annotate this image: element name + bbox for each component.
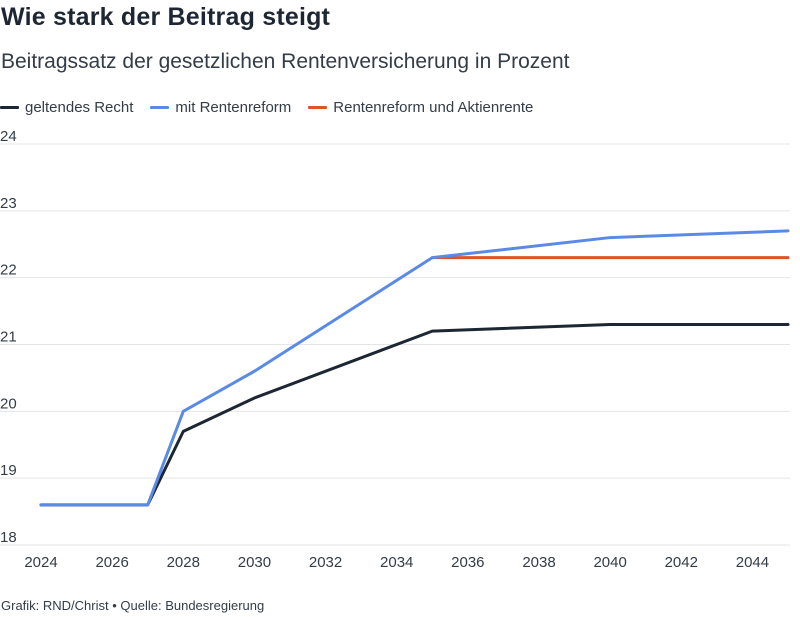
source-credit: Grafik: RND/Christ • Quelle: Bundesregie…: [1, 598, 265, 613]
x-tick-label: 2028: [167, 554, 200, 571]
x-tick-label: 2034: [380, 554, 413, 571]
y-tick-label: 20: [0, 395, 17, 412]
series-line-mit-rentenreform: [39, 229, 790, 507]
legend-item-geltendes-recht: geltendes Recht: [0, 99, 133, 116]
x-tick-label: 2032: [309, 554, 342, 571]
y-tick-label: 23: [0, 195, 17, 212]
legend-item-mit-rentenreform: mit Rentenreform: [150, 99, 291, 116]
x-tick-label: 2038: [522, 554, 555, 571]
x-tick-label: 2026: [95, 554, 128, 571]
legend-label: mit Rentenreform: [175, 98, 292, 116]
x-tick-label: 2030: [238, 554, 271, 571]
x-tick-label: 2042: [665, 554, 698, 571]
legend-swatch: [308, 105, 328, 109]
legend-label: geltendes Recht: [25, 98, 134, 116]
legend-swatch: [150, 105, 170, 109]
x-tick-label: 2044: [736, 554, 769, 571]
y-tick-label: 22: [0, 262, 17, 279]
chart-title: Wie stark der Beitrag steigt: [1, 3, 331, 31]
y-tick-label: 19: [0, 462, 17, 479]
chart-subtitle: Beitragssatz der gesetzlichen Rentenvers…: [1, 50, 570, 73]
x-tick-label: 2040: [593, 554, 626, 571]
y-tick-label: 18: [0, 529, 17, 546]
legend-item-rentenreform-aktienrente: Rentenreform und Aktienrente: [308, 99, 533, 116]
y-tick-label: 24: [0, 128, 17, 145]
legend-swatch: [0, 105, 19, 109]
x-tick-label: 2036: [451, 554, 484, 571]
legend: geltendes Recht mit Rentenreform Rentenr…: [0, 97, 550, 117]
x-tick-label: 2024: [24, 554, 57, 571]
legend-label: Rentenreform und Aktienrente: [333, 98, 534, 116]
line-chart: 18 19 20 21 22 23 24 2024 2026 2028 2030 2032 2034 20…: [0, 128, 790, 571]
y-tick-label: 21: [0, 329, 17, 346]
